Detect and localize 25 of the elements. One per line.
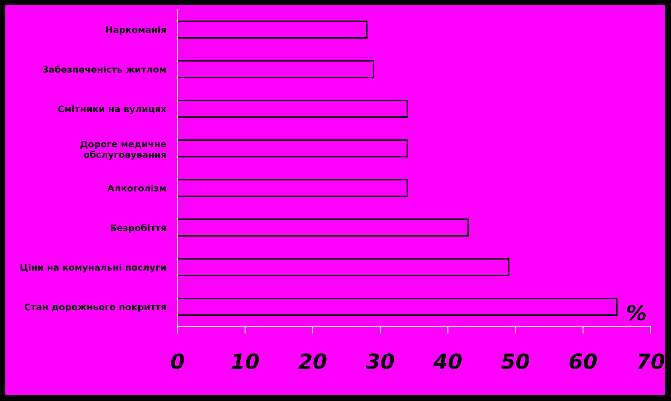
x-tick-label: 50 — [501, 354, 530, 370]
bar — [178, 20, 368, 39]
y-tick-label: Ціни на комунальні послуги — [20, 264, 166, 273]
x-tick-label: 70 — [638, 354, 665, 370]
x-tick-label: 60 — [570, 354, 598, 370]
x-tick-label: 10 — [232, 354, 260, 370]
y-tick-label: Дороге медичне обслуговування — [80, 140, 166, 160]
bar — [178, 298, 618, 316]
bar — [178, 179, 408, 198]
y-tick-label: Алкоголізм — [108, 184, 166, 192]
y-tick-label: Стан дорожнього покриття — [24, 304, 166, 312]
bar — [178, 60, 374, 78]
x-tick-label: 20 — [298, 354, 327, 370]
bar — [178, 100, 408, 118]
y-tick-label: Забезпеченість житлом — [42, 66, 166, 73]
bar — [178, 218, 470, 237]
x-axis-title: % — [627, 305, 646, 321]
y-tick-label: Смітники на вулицях — [58, 106, 167, 114]
x-tick-label: 30 — [366, 354, 394, 370]
x-tick-label: 0 — [171, 354, 184, 370]
bar — [178, 258, 510, 276]
y-tick-label: Наркоманія — [106, 26, 166, 36]
y-tick-label: Безробіття — [110, 224, 166, 234]
x-tick-label: 40 — [434, 354, 462, 370]
bar — [178, 140, 408, 158]
